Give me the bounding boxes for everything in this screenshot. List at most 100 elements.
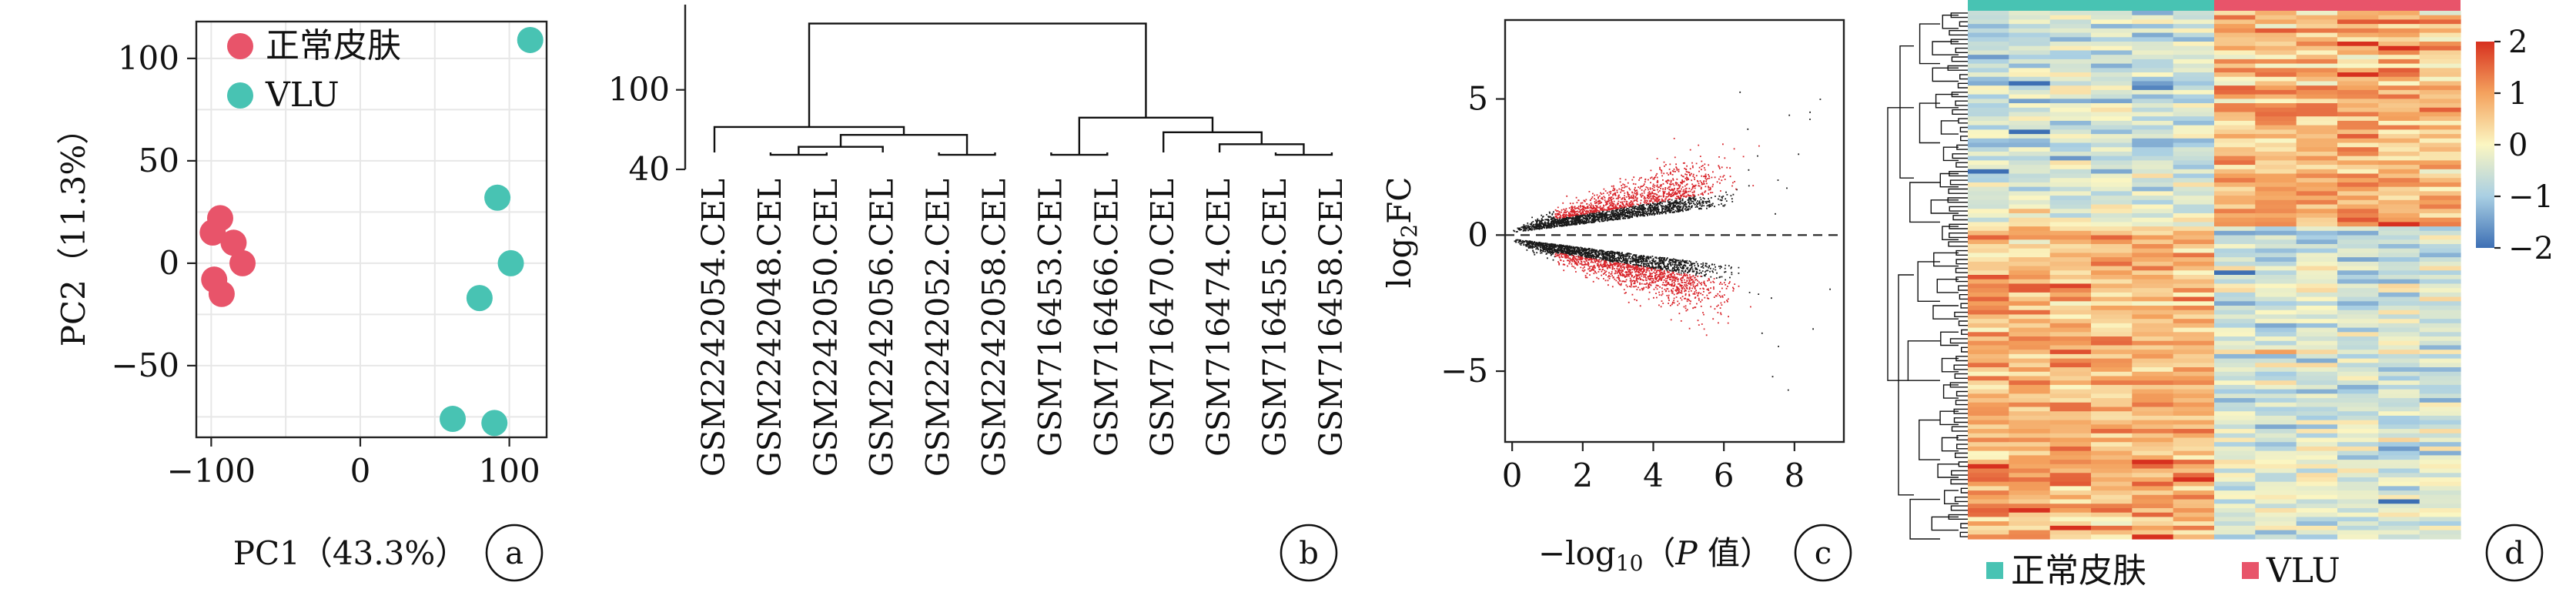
heatmap-cell	[1968, 230, 2009, 236]
heatmap-cell	[2009, 296, 2051, 302]
heatmap-cell	[2296, 24, 2338, 29]
heatmap-cell	[2009, 89, 2051, 95]
heatmap-cell	[2173, 389, 2215, 394]
heatmap-cell	[2091, 116, 2133, 122]
heatmap-cell	[2214, 473, 2256, 478]
heatmap-cell	[2214, 525, 2256, 531]
heatmap-cell	[2214, 455, 2256, 460]
heatmap-cell	[2009, 230, 2051, 236]
heatmap-cell	[2214, 507, 2256, 514]
heatmap-cell	[2337, 340, 2379, 346]
heatmap-cell	[1968, 288, 2009, 293]
heatmap-cell	[2255, 266, 2297, 271]
heatmap-cell	[2091, 178, 2133, 183]
heatmap-cell	[2091, 288, 2133, 293]
heatmap-cell	[2214, 116, 2256, 122]
heatmap-cell	[2173, 239, 2215, 245]
heatmap-cell	[2337, 42, 2379, 47]
heatmap-cell	[1968, 81, 2009, 86]
heatmap-cell	[2009, 468, 2051, 474]
heatmap-cell	[1968, 120, 2009, 126]
heatmap-cell	[2173, 248, 2215, 254]
heatmap-cell	[2419, 142, 2461, 148]
heatmap-cell	[2378, 199, 2420, 206]
heatmap-cell	[2255, 50, 2297, 55]
heatmap-cell	[2337, 239, 2379, 245]
pca-y-axis-label: PC2（11.3%）	[55, 112, 92, 347]
heatmap-cell	[2337, 296, 2379, 302]
heatmap-cell	[2132, 59, 2174, 65]
heatmap-cell	[1968, 420, 2009, 425]
volcano-x-tick-label: 8	[1784, 457, 1805, 494]
heatmap-cell	[2091, 292, 2133, 298]
heatmap-cell	[2296, 107, 2338, 113]
heatmap-cell	[2337, 266, 2379, 271]
heatmap-cell	[2049, 226, 2092, 232]
heatmap-cell	[2173, 292, 2215, 298]
panel-label-c: c	[1815, 536, 1832, 571]
heatmap-cell	[2419, 450, 2461, 456]
heatmap-cell	[2296, 319, 2338, 324]
heatmap-cell	[2296, 525, 2338, 531]
heatmap-cell	[2255, 226, 2297, 232]
heatmap-cell	[2132, 196, 2174, 201]
heatmap-cell	[2255, 306, 2297, 311]
heatmap-cell	[2214, 222, 2256, 227]
heatmap-cell	[2296, 371, 2338, 377]
heatmap-cell	[2337, 32, 2379, 38]
heatmap-cell	[2132, 248, 2174, 254]
heatmap-cell	[2255, 32, 2297, 38]
heatmap-cell	[2419, 59, 2461, 65]
heatmap-cell	[2132, 463, 2174, 470]
heatmap-cell	[2049, 85, 2092, 91]
heatmap-cell	[1968, 32, 2009, 38]
heatmap-cell	[2337, 28, 2379, 34]
heatmap-cell	[2378, 37, 2420, 42]
heatmap-cell	[2337, 420, 2379, 425]
heatmap-cell	[2337, 142, 2379, 148]
heatmap-cell	[2091, 230, 2133, 236]
heatmap-cell	[2296, 507, 2338, 514]
heatmap-cell	[2419, 499, 2461, 504]
heatmap-cell	[2337, 125, 2379, 130]
heatmap-cell	[2296, 270, 2338, 276]
heatmap-cell	[2378, 191, 2420, 196]
heatmap-cell	[2337, 160, 2379, 166]
heatmap-cell	[2214, 182, 2256, 188]
heatmap-cell	[2009, 314, 2051, 320]
heatmap-cell	[2132, 340, 2174, 346]
heatmap-cell	[2296, 306, 2338, 311]
heatmap-cell	[2091, 45, 2133, 52]
heatmap-cell	[2378, 134, 2420, 139]
heatmap-cell	[2173, 429, 2215, 434]
heatmap-cell	[2009, 142, 2051, 148]
heatmap-cell	[2378, 248, 2420, 254]
heatmap-cell	[2173, 226, 2215, 232]
dendrogram-branch	[769, 152, 828, 156]
heatmap-cell	[1968, 134, 2009, 139]
heatmap-cell	[2337, 455, 2379, 460]
heatmap-cell	[2255, 384, 2297, 390]
heatmap-cell	[1968, 450, 2009, 456]
heatmap-cell	[2009, 169, 2051, 175]
heatmap-cell	[2173, 517, 2215, 522]
heatmap-cell	[2337, 147, 2379, 152]
heatmap-cell	[2378, 420, 2420, 425]
heatmap-cell	[2419, 212, 2461, 219]
heatmap-cell	[2337, 481, 2379, 487]
heatmap-cell	[2378, 424, 2420, 430]
heatmap-cell	[2091, 261, 2133, 267]
heatmap-cell	[2009, 156, 2051, 161]
heatmap-cell	[2296, 204, 2338, 209]
heatmap-cell	[2173, 521, 2215, 527]
heatmap-cell	[2214, 371, 2256, 377]
heatmap-cell	[2049, 499, 2092, 504]
heatmap-cell	[2132, 63, 2174, 69]
heatmap-cell	[2009, 138, 2051, 144]
heatmap-cell	[2049, 481, 2092, 487]
heatmap-cell	[2049, 367, 2092, 373]
heatmap-cell	[2337, 107, 2379, 113]
heatmap-cell	[2378, 433, 2420, 439]
heatmap-cell	[2091, 301, 2133, 306]
panel-label-b-circle	[1280, 524, 1338, 582]
